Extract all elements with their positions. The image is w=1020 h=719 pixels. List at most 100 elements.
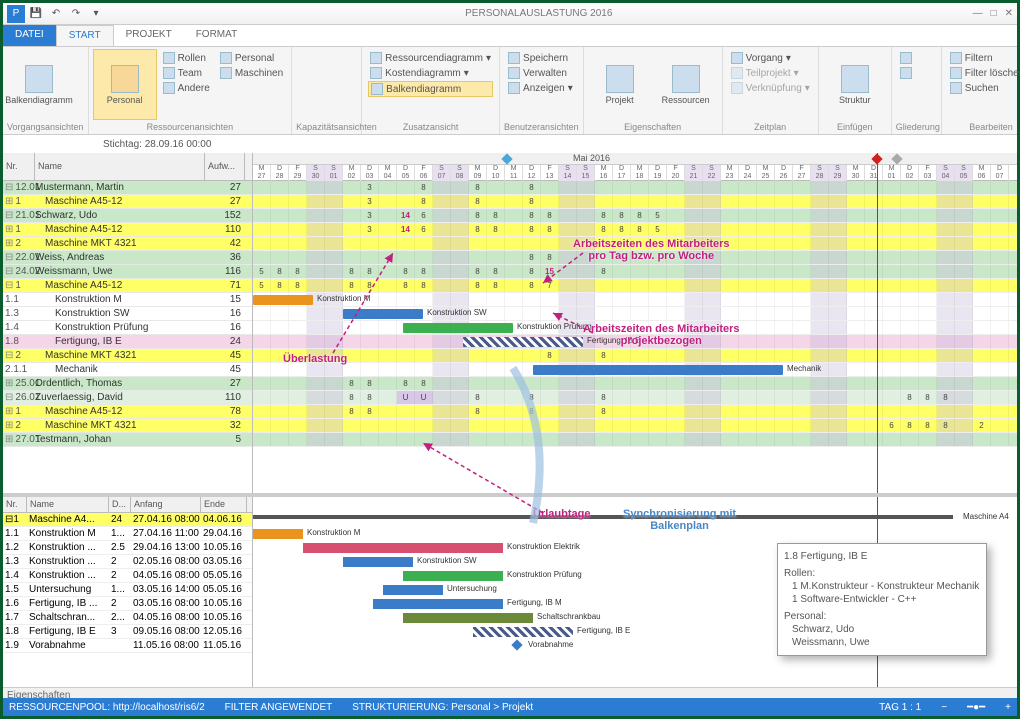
outdent-item[interactable] bbox=[898, 51, 914, 65]
table-row[interactable]: ⊟12.01Mustermann, Martin27 bbox=[3, 181, 252, 195]
table-row[interactable]: 1.3Konstruktion SW16 bbox=[3, 307, 252, 321]
timeline-row: Konstruktion SW bbox=[253, 307, 1017, 321]
close-icon[interactable]: ✕ bbox=[1005, 8, 1013, 19]
tooltip-box: 1.8 Fertigung, IB E Rollen: 1 M.Konstruk… bbox=[777, 543, 987, 656]
table-row[interactable]: ⊟2Maschine MKT 432145 bbox=[3, 349, 252, 363]
teilprojekt-item[interactable]: Teilprojekt▾ bbox=[729, 66, 812, 80]
kostendiagramm-item[interactable]: Kostendiagramm▾ bbox=[368, 66, 493, 80]
verknuepfung-item[interactable]: Verknüpfung▾ bbox=[729, 81, 812, 95]
ressourcen-button[interactable]: Ressourcen bbox=[654, 49, 718, 120]
table-row[interactable]: 1.8Fertigung, IB E24 bbox=[3, 335, 252, 349]
table-row[interactable]: ⊞1Maschine A45-1227 bbox=[3, 195, 252, 209]
left-grid: Nr. Name Aufw... ⊟12.01Mustermann, Marti… bbox=[3, 153, 253, 493]
bcol-anfang[interactable]: Anfang bbox=[131, 497, 201, 512]
maschinen-item[interactable]: Maschinen bbox=[218, 66, 285, 80]
tab-format[interactable]: FORMAT bbox=[184, 25, 249, 46]
gantt-row[interactable]: 1.7Schaltschran...2...04.05.16 08:0010.0… bbox=[3, 611, 252, 625]
bcol-ende[interactable]: Ende bbox=[201, 497, 247, 512]
table-row[interactable]: ⊟24.02Weissmann, Uwe116 bbox=[3, 265, 252, 279]
table-row[interactable]: ⊞1Maschine A45-1278 bbox=[3, 405, 252, 419]
personal-button[interactable]: Personal bbox=[93, 49, 157, 120]
table-row[interactable]: 1.4Konstruktion Prüfung16 bbox=[3, 321, 252, 335]
table-row[interactable]: ⊞27.01Testmann, Johan5 bbox=[3, 433, 252, 447]
gantt-row[interactable]: ⊟1Maschine A4...2427.04.16 08:0004.06.16 bbox=[3, 513, 252, 527]
filtern-item[interactable]: Filtern bbox=[948, 51, 1020, 65]
bottom-header: Nr. Name D... Anfang Ende bbox=[3, 497, 252, 513]
timeline-row: 5888888888158 bbox=[253, 265, 1017, 279]
table-row[interactable]: 1.1Konstruktion M15 bbox=[3, 293, 252, 307]
timeline-row: 8888 bbox=[253, 377, 1017, 391]
app-icon[interactable]: P bbox=[7, 5, 25, 23]
undo-icon[interactable]: ↶ bbox=[47, 5, 65, 23]
timeline-row: 58888888887 bbox=[253, 279, 1017, 293]
table-row[interactable]: ⊞2Maschine MKT 432132 bbox=[3, 419, 252, 433]
indent-item[interactable] bbox=[898, 66, 914, 80]
col-name[interactable]: Name bbox=[35, 153, 205, 180]
balkendiagramm-item[interactable]: Balkendiagramm bbox=[368, 81, 493, 97]
balkendiagramm-button[interactable]: Balkendiagramm bbox=[7, 49, 71, 120]
zoom-slider[interactable]: ━●━ bbox=[967, 702, 985, 713]
bars-icon bbox=[371, 83, 383, 95]
timeline-row: 68882 bbox=[253, 419, 1017, 433]
tab-start[interactable]: START bbox=[56, 25, 114, 46]
gantt-row[interactable]: 1.9Vorabnahme 11.05.16 08:0011.05.16 bbox=[3, 639, 252, 653]
vorgang-item[interactable]: Vorgang▾ bbox=[729, 51, 812, 65]
bcol-name[interactable]: Name bbox=[27, 497, 109, 512]
verwalten-item[interactable]: Verwalten bbox=[506, 66, 575, 80]
timeline: Mai 2016 MDFSSMDMDFSSMDMDFSSMDMDFSSMDMDF… bbox=[253, 153, 1017, 493]
gantt-row[interactable]: 1.4Konstruktion ...204.05.16 08:0005.05.… bbox=[3, 569, 252, 583]
suchen-item[interactable]: Suchen bbox=[948, 81, 1020, 95]
timeline-row: 3888 bbox=[253, 181, 1017, 195]
bcol-d[interactable]: D... bbox=[109, 497, 131, 512]
group-vorgangsansichten: Balkendiagramm Vorgangsansichten bbox=[3, 47, 89, 134]
andere-item[interactable]: Andere bbox=[161, 81, 212, 95]
gantt-row[interactable]: 1.5Untersuchung1...03.05.16 14:0005.05.1… bbox=[3, 583, 252, 597]
col-nr[interactable]: Nr. bbox=[3, 153, 35, 180]
tab-file[interactable]: DATEI bbox=[3, 25, 56, 46]
redo-icon[interactable]: ↷ bbox=[67, 5, 85, 23]
minimize-icon[interactable]: — bbox=[973, 8, 983, 19]
ressourcendiagramm-item[interactable]: Ressourcendiagramm▾ bbox=[368, 51, 493, 65]
tooltip-personal-1: Schwarz, Udo bbox=[784, 623, 980, 636]
anzeigen-item[interactable]: Anzeigen▾ bbox=[506, 81, 575, 95]
tab-projekt[interactable]: PROJEKT bbox=[114, 25, 184, 46]
ribbon: Balkendiagramm Vorgangsansichten Persona… bbox=[3, 47, 1017, 135]
table-row[interactable]: ⊟21.01Schwarz, Udo152 bbox=[3, 209, 252, 223]
group-bearbeiten: Filtern Filter löschen▾ Suchen Bearbeite… bbox=[942, 47, 1020, 134]
gantt-row[interactable]: 1.8Fertigung, IB E309.05.16 08:0012.05.1… bbox=[3, 625, 252, 639]
col-aufw[interactable]: Aufw... bbox=[205, 153, 245, 180]
tooltip-rollen-label: Rollen: bbox=[784, 567, 980, 580]
table-row[interactable]: ⊟22.01Weiss, Andreas36 bbox=[3, 251, 252, 265]
filter-loeschen-item[interactable]: Filter löschen▾ bbox=[948, 66, 1020, 80]
table-row[interactable]: ⊞25.01Ordentlich, Thomas27 bbox=[3, 377, 252, 391]
bottom-left-grid: Nr. Name D... Anfang Ende ⊟1Maschine A4.… bbox=[3, 497, 253, 687]
gantt-row[interactable]: 1.1Konstruktion M1...27.04.16 11:0029.04… bbox=[3, 527, 252, 541]
table-row[interactable]: ⊞2Maschine MKT 432142 bbox=[3, 237, 252, 251]
table-row[interactable]: ⊟26.01Zuverlaessig, David110 bbox=[3, 391, 252, 405]
zoom-in-icon[interactable]: + bbox=[1005, 702, 1011, 713]
gantt-row[interactable]: 1.3Konstruktion ...202.05.16 08:0003.05.… bbox=[3, 555, 252, 569]
timeline-row: 88888 bbox=[253, 405, 1017, 419]
struktur-button[interactable]: Struktur bbox=[823, 49, 887, 120]
qat-down-icon[interactable]: ▾ bbox=[87, 5, 105, 23]
timeline-row: 88 bbox=[253, 251, 1017, 265]
table-row[interactable]: ⊟1Maschine A45-1271 bbox=[3, 279, 252, 293]
manage-icon bbox=[508, 67, 520, 79]
table-row[interactable]: 2.1.1Mechanik45 bbox=[3, 363, 252, 377]
speichern-item[interactable]: Speichern bbox=[506, 51, 575, 65]
team-item[interactable]: Team bbox=[161, 66, 212, 80]
chart-icon bbox=[370, 52, 382, 64]
timeline-row bbox=[253, 237, 1017, 251]
maximize-icon[interactable]: □ bbox=[991, 8, 997, 19]
zoom-out-icon[interactable]: − bbox=[941, 702, 947, 713]
projekt-button[interactable]: Projekt bbox=[588, 49, 652, 120]
table-row[interactable]: ⊞1Maschine A45-12110 bbox=[3, 223, 252, 237]
gantt-row[interactable]: 1.6Fertigung, IB ...203.05.16 08:0010.05… bbox=[3, 597, 252, 611]
save-icon[interactable]: 💾 bbox=[27, 5, 45, 23]
gantt-row[interactable]: 1.2Konstruktion ...2.529.04.16 13:0010.0… bbox=[3, 541, 252, 555]
bcol-nr[interactable]: Nr. bbox=[3, 497, 27, 512]
project-icon bbox=[606, 65, 634, 93]
person-small-icon bbox=[220, 52, 232, 64]
personal-item[interactable]: Personal bbox=[218, 51, 285, 65]
rollen-item[interactable]: Rollen bbox=[161, 51, 212, 65]
